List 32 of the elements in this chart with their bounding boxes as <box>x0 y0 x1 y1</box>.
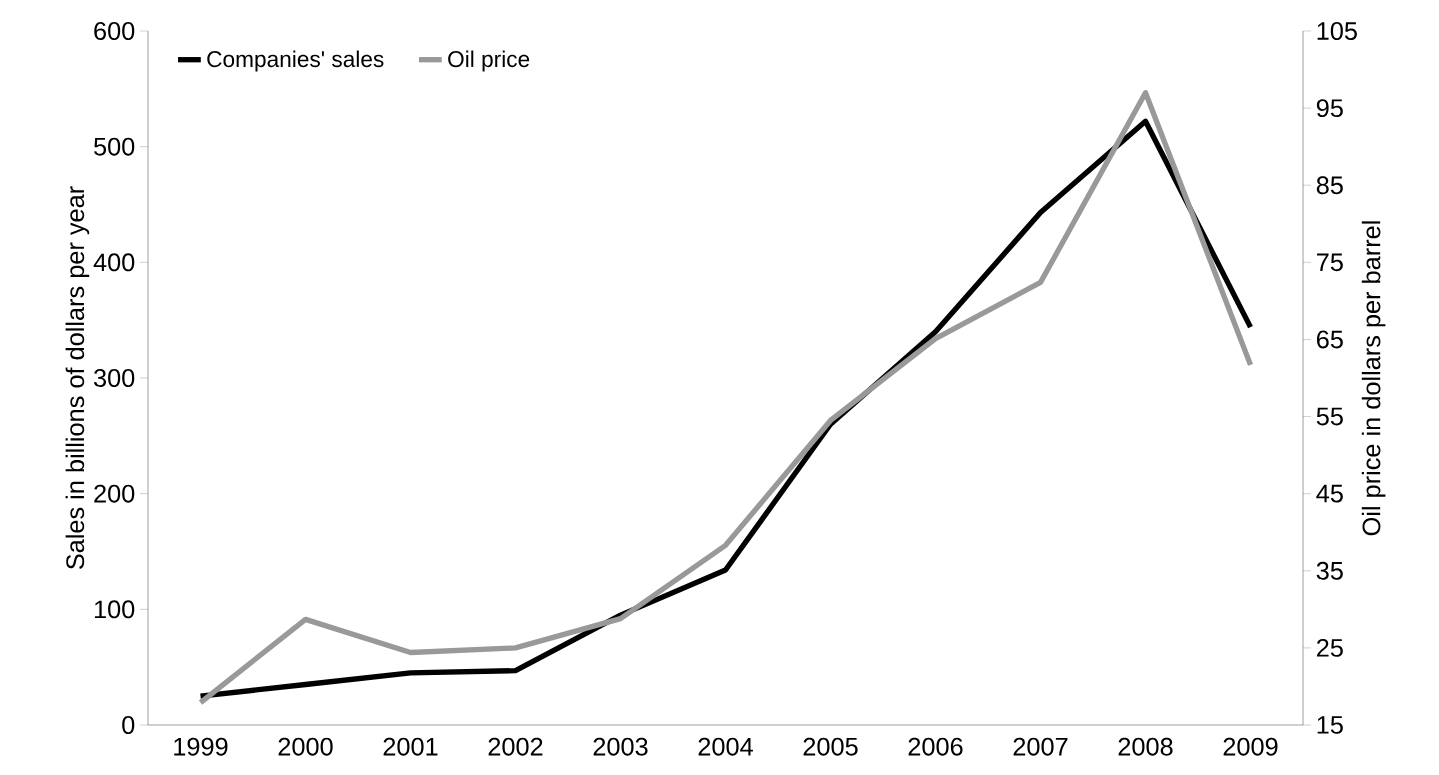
y2-tick-label: 95 <box>1316 99 1343 118</box>
x-tick-label: 2007 <box>1013 737 1068 756</box>
y-tick-label: 200 <box>94 484 135 503</box>
y-axis-title: Sales in billions of dollars per year <box>65 186 90 570</box>
y2-tick-label: 35 <box>1316 561 1343 580</box>
y2-tick-label: 55 <box>1316 407 1343 426</box>
y2-tick-label: 45 <box>1316 484 1343 503</box>
x-tick-label: 2004 <box>698 737 753 756</box>
y-tick-label: 600 <box>94 22 135 40</box>
y2-tick-label: 15 <box>1317 716 1343 734</box>
y2-tick-label: 75 <box>1317 253 1343 272</box>
y-tick-label: 500 <box>94 137 135 156</box>
y2-tick-label: 25 <box>1317 638 1343 657</box>
x-tick-label: 2008 <box>1118 737 1173 756</box>
x-tick-label: 2006 <box>908 737 963 756</box>
x-tick-label: 2009 <box>1223 737 1278 756</box>
y2-axis-title: Oil price in dollars per barrel <box>1361 221 1386 536</box>
y2-tick-label: 65 <box>1317 330 1343 349</box>
x-tick-label: 2000 <box>278 737 333 756</box>
x-tick-label: 2001 <box>383 737 438 756</box>
y-tick-label: 0 <box>122 716 135 734</box>
y2-tick-label: 85 <box>1316 176 1343 195</box>
y-tick-label: 400 <box>93 253 135 272</box>
legend-label: Companies' sales <box>207 50 384 72</box>
y-tick-label: 300 <box>93 369 135 387</box>
x-tick-label: 2005 <box>803 737 858 756</box>
x-tick-label: 2002 <box>488 737 543 756</box>
y-tick-label: 100 <box>94 600 135 619</box>
legend-label: Oil price <box>448 50 530 72</box>
x-tick-label: 2003 <box>593 737 648 756</box>
y2-tick-label: 105 <box>1317 22 1357 40</box>
x-tick-label: 1999 <box>174 737 228 756</box>
